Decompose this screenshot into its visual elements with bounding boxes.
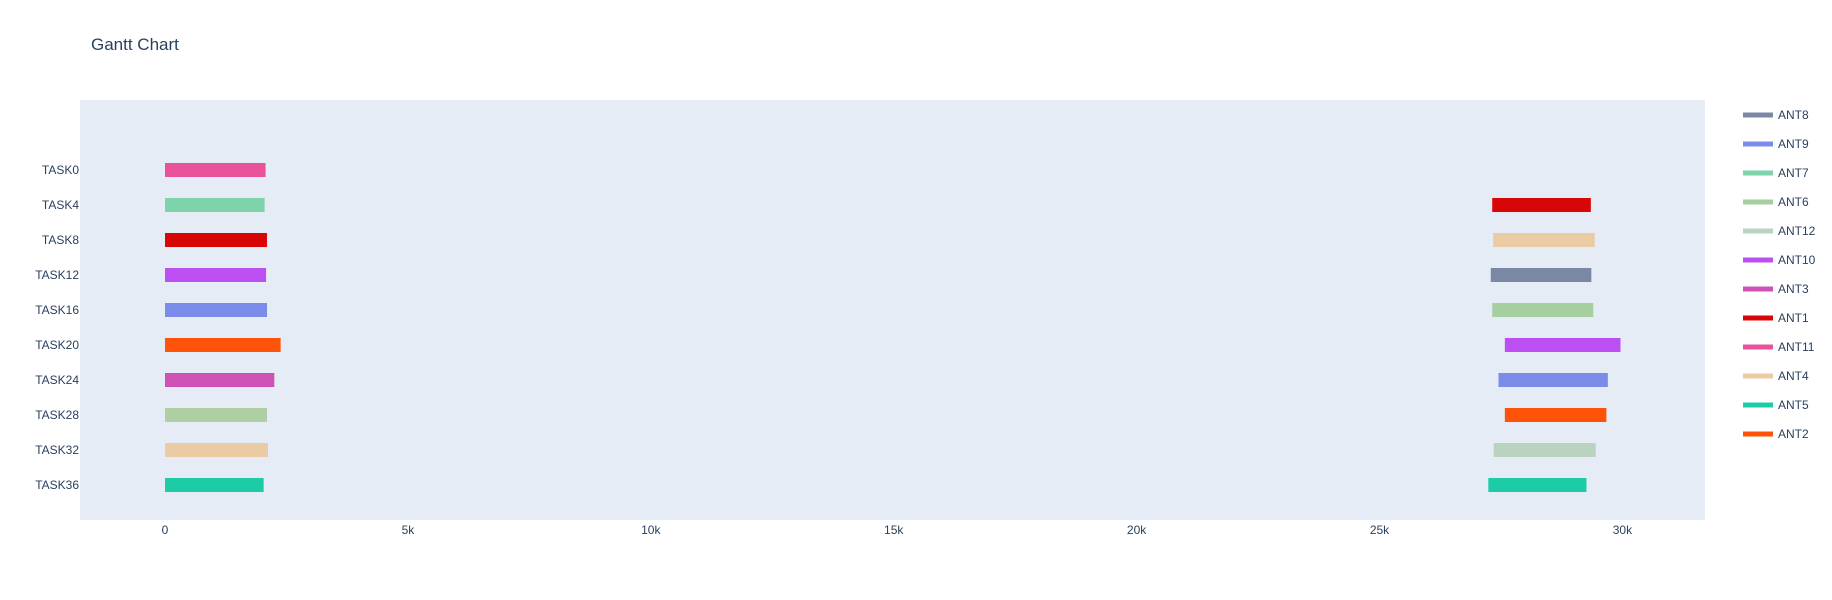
gantt-bar-ant8-task12 (1490, 268, 1592, 282)
legend-item-ant5[interactable]: ANT5 (1743, 398, 1809, 412)
y-tick-label: TASK28 (35, 408, 79, 422)
legend-label: ANT8 (1778, 108, 1809, 122)
legend-label: ANT12 (1778, 224, 1816, 238)
x-tick-label: 30k (1613, 523, 1633, 537)
gantt-bar-ant7-task4 (165, 198, 265, 212)
legend-item-ant4[interactable]: ANT4 (1743, 369, 1809, 383)
gantt-bar-ant6b-task28 (165, 408, 268, 422)
x-tick-label: 20k (1127, 523, 1147, 537)
y-tick-label: TASK36 (35, 478, 79, 492)
x-tick-label: 5k (402, 523, 416, 537)
legend-swatch (1743, 141, 1773, 147)
legend-item-ant7[interactable]: ANT7 (1743, 166, 1809, 180)
gantt-bar-ant6-task16 (1492, 303, 1594, 317)
legend-swatch (1743, 373, 1773, 379)
legend-item-ant3[interactable]: ANT3 (1743, 282, 1809, 296)
y-tick-label: TASK24 (35, 373, 79, 387)
legend: ANT8 ANT9 ANT7 ANT6 ANT12 ANT10 ANT3 ANT1 ANT11 A… (1743, 108, 1816, 441)
bars-layer (165, 163, 1621, 492)
y-tick-label: TASK12 (35, 268, 79, 282)
legend-swatch (1743, 402, 1773, 408)
gantt-bar-ant2-task20 (165, 338, 281, 352)
legend-label: ANT2 (1778, 427, 1809, 441)
legend-label: ANT11 (1778, 340, 1815, 354)
legend-swatch (1743, 112, 1773, 118)
legend-item-ant11[interactable]: ANT11 (1743, 340, 1815, 354)
gantt-bar-ant2-task28 (1504, 408, 1607, 422)
legend-item-ant12[interactable]: ANT12 (1743, 224, 1816, 238)
gantt-bar-ant5-task36 (1488, 478, 1587, 492)
legend-swatch (1743, 431, 1773, 437)
y-axis: TASK0 TASK4 TASK8 TASK12 TASK16 TASK20 TASK24 T… (35, 163, 79, 492)
gantt-bar-ant12-task32 (1493, 443, 1596, 457)
x-tick-label: 0 (162, 523, 169, 537)
legend-item-ant2[interactable]: ANT2 (1743, 427, 1809, 441)
legend-label: ANT6 (1778, 195, 1809, 209)
legend-item-ant8[interactable]: ANT8 (1743, 108, 1809, 122)
gantt-bar-ant1-task4 (1492, 198, 1591, 212)
legend-swatch (1743, 199, 1773, 205)
legend-swatch (1743, 257, 1773, 263)
gantt-bar-ant10-task20 (1504, 338, 1621, 352)
gantt-bar-ant1-task8 (165, 233, 268, 247)
gantt-bar-ant11-task0 (165, 163, 266, 177)
legend-swatch (1743, 170, 1773, 176)
legend-label: ANT10 (1778, 253, 1816, 267)
gantt-bar-ant10-task12 (165, 268, 267, 282)
plot-area (80, 100, 1705, 520)
x-tick-label: 25k (1370, 523, 1390, 537)
legend-swatch (1743, 344, 1773, 350)
legend-item-ant10[interactable]: ANT10 (1743, 253, 1816, 267)
legend-swatch (1743, 286, 1773, 292)
legend-label: ANT1 (1778, 311, 1809, 325)
gantt-bar-ant4-task8 (1493, 233, 1595, 247)
gantt-bar-ant5-task36 (165, 478, 264, 492)
legend-item-ant6[interactable]: ANT6 (1743, 195, 1809, 209)
chart-title: Gantt Chart (91, 35, 179, 54)
y-tick-label: TASK8 (42, 233, 79, 247)
y-tick-label: TASK0 (42, 163, 79, 177)
x-axis: 0 5k 10k 15k 20k 25k 30k (162, 523, 1633, 537)
legend-item-ant9[interactable]: ANT9 (1743, 137, 1809, 151)
gantt-bar-ant9-task24 (1498, 373, 1608, 387)
y-tick-label: TASK20 (35, 338, 79, 352)
legend-swatch (1743, 228, 1773, 234)
gantt-bar-ant3-task24 (165, 373, 275, 387)
x-tick-label: 15k (884, 523, 904, 537)
legend-item-ant1[interactable]: ANT1 (1743, 311, 1809, 325)
y-tick-label: TASK16 (35, 303, 79, 317)
legend-label: ANT7 (1778, 166, 1809, 180)
legend-label: ANT4 (1778, 369, 1809, 383)
legend-swatch (1743, 315, 1773, 321)
x-tick-label: 10k (641, 523, 661, 537)
legend-label: ANT9 (1778, 137, 1809, 151)
legend-label: ANT3 (1778, 282, 1809, 296)
y-tick-label: TASK4 (42, 198, 79, 212)
gantt-bar-ant4-task32 (165, 443, 269, 457)
gantt-bar-ant9-task16 (165, 303, 268, 317)
legend-label: ANT5 (1778, 398, 1809, 412)
y-tick-label: TASK32 (35, 443, 79, 457)
